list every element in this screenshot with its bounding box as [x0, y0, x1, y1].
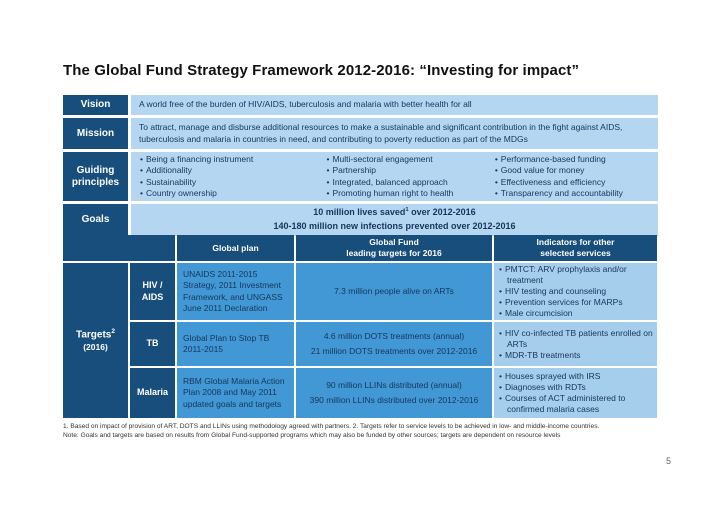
indicators-cell-hiv: PMTCT: ARV prophylaxis and/or treatment …: [494, 263, 657, 320]
targets-cell-malaria: 90 million LLINs distributed (annual) 39…: [296, 368, 492, 418]
indicators-cell-tb: HIV co-infected TB patients enrolled on …: [494, 322, 657, 366]
guiding-principles-label: Guiding principles: [63, 152, 128, 201]
indicator-item: Male circumcision: [499, 308, 655, 319]
table-header-indicators: Indicators for other selected services: [494, 235, 657, 261]
principle-item: Transparency and accountability: [495, 188, 658, 200]
mission-label: Mission: [63, 118, 128, 149]
principle-item: Country ownership: [140, 188, 326, 200]
goals-line-1: 10 million lives saved1 over 2012-2016: [313, 207, 476, 218]
target-line: 90 million LLINs distributed (annual): [326, 379, 462, 390]
page-number: 5: [666, 456, 672, 466]
targets-row-label: Targets2 (2016): [63, 263, 128, 418]
global-plan-cell-malaria: RBM Global Malaria Action Plan 2008 and …: [177, 368, 294, 418]
global-plan-cell-hiv: UNAIDS 2011-2015 Strategy, 2011 Investme…: [177, 263, 294, 320]
vision-label: Vision: [63, 95, 128, 115]
principle-item: Partnership: [326, 165, 494, 177]
indicators-cell-malaria: Houses sprayed with IRS Diagnoses with R…: [494, 368, 657, 418]
target-line: 7.3 million people alive on ARTs: [334, 285, 454, 296]
slide-title: The Global Fund Strategy Framework 2012-…: [63, 62, 580, 79]
indicator-item: Diagnoses with RDTs: [499, 382, 655, 393]
indicator-item: HIV co-infected TB patients enrolled on …: [499, 328, 655, 350]
target-line: 4.6 million DOTS treatments (annual): [323, 330, 465, 341]
guiding-principles-content: Being a financing instrument Additionali…: [131, 152, 658, 201]
targets-table: Global plan Global Fund leading targets …: [63, 235, 658, 418]
disease-cell-tb: TB: [130, 322, 175, 366]
goals-line-2: 140-180 million new infections prevented…: [273, 221, 516, 231]
indicator-item: PMTCT: ARV prophylaxis and/or treatment: [499, 264, 655, 286]
vision-row: Vision A world free of the burden of HIV…: [63, 95, 658, 115]
goals-row: Goals 10 million lives saved1 over 2012-…: [63, 204, 658, 236]
indicator-item: Courses of ACT administered to confirmed…: [499, 393, 655, 415]
global-plan-cell-tb: Global Plan to Stop TB 2011-2015: [177, 322, 294, 366]
indicator-item: MDR-TB treatments: [499, 350, 655, 361]
principle-item: Multi-sectoral engagement: [326, 154, 494, 166]
target-line: 390 million LLINs distributed over 2012-…: [309, 395, 479, 405]
guiding-principles-row: Guiding principles Being a financing ins…: [63, 152, 658, 201]
footnotes: 1. Based on impact of provision of ART, …: [63, 423, 671, 440]
mission-text: To attract, manage and disburse addition…: [131, 118, 658, 149]
disease-cell-hiv-aids: HIV / AIDS: [130, 263, 175, 320]
targets-row-label-year: (2016): [83, 341, 108, 352]
vision-text: A world free of the burden of HIV/AIDS, …: [131, 95, 658, 115]
framework-rows: Vision A world free of the burden of HIV…: [63, 95, 658, 239]
goals-content: 10 million lives saved1 over 2012-2016 1…: [131, 204, 658, 236]
table-header-blank-cell: [63, 235, 175, 261]
target-line: 21 million DOTS treatments over 2012-201…: [310, 346, 478, 356]
disease-cell-malaria: Malaria: [130, 368, 175, 418]
indicator-item: Houses sprayed with IRS: [499, 371, 655, 382]
indicator-item: Prevention services for MARPs: [499, 297, 655, 308]
guiding-principles-column-2: Multi-sectoral engagement Partnership In…: [326, 154, 494, 200]
footnote-line-1: 1. Based on impact of provision of ART, …: [63, 423, 600, 430]
principle-item: Effectiveness and efficiency: [495, 177, 658, 189]
principle-item: Good value for money: [495, 165, 658, 177]
targets-cell-hiv: 7.3 million people alive on ARTs: [296, 263, 492, 320]
principle-item: Integrated, balanced approach: [326, 177, 494, 189]
table-header-global-fund-targets: Global Fund leading targets for 2016: [296, 235, 492, 261]
goals-label: Goals: [63, 204, 128, 236]
guiding-principles-column-3: Performance-based funding Good value for…: [495, 154, 658, 200]
principle-item: Performance-based funding: [495, 154, 658, 166]
targets-row-label-text: Targets2: [75, 328, 115, 341]
guiding-principles-column-1: Being a financing instrument Additionali…: [140, 154, 326, 200]
principle-item: Sustainability: [140, 177, 326, 189]
principle-item: Additionality: [140, 165, 326, 177]
principle-item: Being a financing instrument: [140, 154, 326, 166]
mission-row: Mission To attract, manage and disburse …: [63, 118, 658, 149]
principle-item: Promoting human right to health: [326, 188, 494, 200]
table-header-global-plan: Global plan: [177, 235, 294, 261]
indicator-item: HIV testing and counseling: [499, 286, 655, 297]
footnote-line-2: Note: Goals and targets are based on res…: [63, 431, 561, 439]
targets-cell-tb: 4.6 million DOTS treatments (annual) 21 …: [296, 322, 492, 366]
